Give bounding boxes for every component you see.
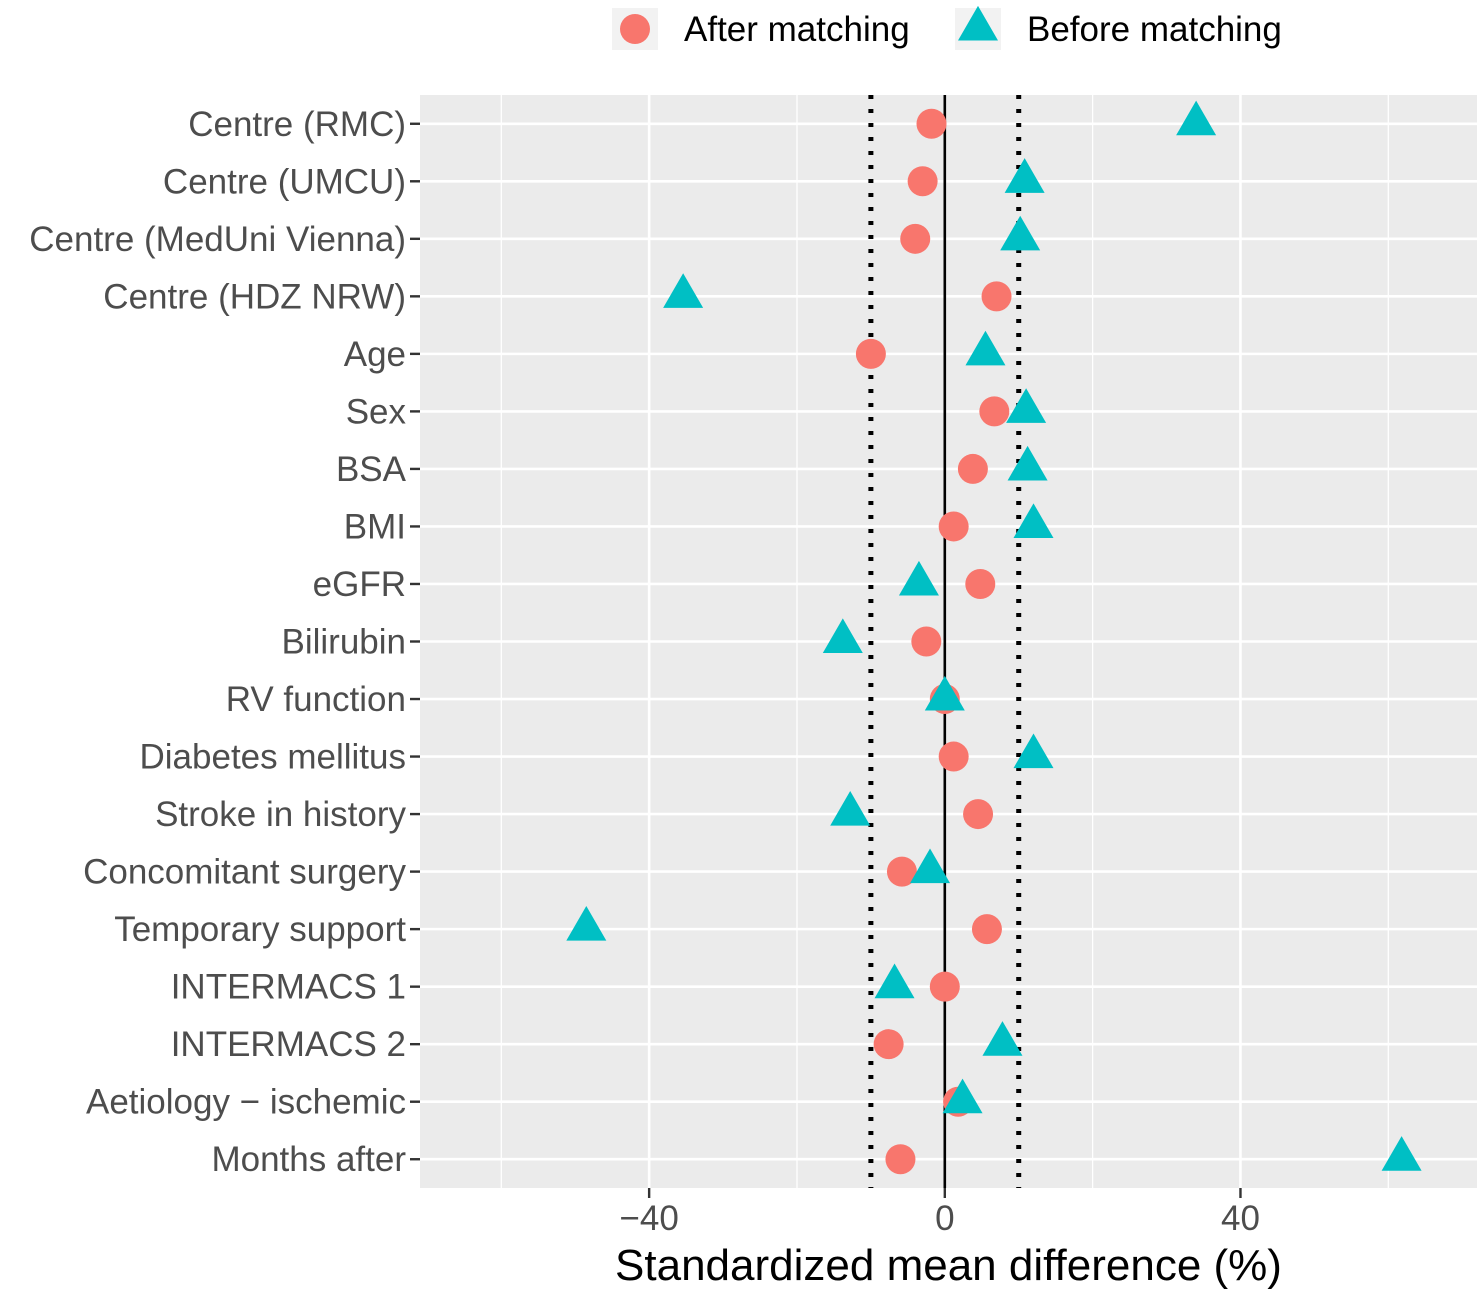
x-tick-label: −40 — [619, 1199, 678, 1238]
point-after-matching — [900, 223, 931, 254]
y-tick-label: Temporary support — [114, 910, 406, 949]
point-before-matching — [874, 963, 915, 999]
point-after-matching — [885, 1144, 916, 1175]
point-after-matching — [957, 453, 988, 484]
x-tick-label: 40 — [1221, 1199, 1260, 1238]
point-before-matching — [982, 1021, 1023, 1056]
point-before-matching — [898, 560, 939, 596]
y-tick-label: Months after — [211, 1140, 406, 1179]
point-after-matching — [855, 338, 886, 369]
y-tick-label: Centre (RMC) — [188, 105, 406, 144]
point-before-matching — [942, 1078, 983, 1114]
y-tick-label: Age — [344, 335, 406, 374]
point-before-matching — [1176, 100, 1217, 136]
legend-key-before-matching — [958, 5, 998, 41]
point-after-matching — [979, 396, 1010, 427]
point-after-matching — [911, 626, 942, 657]
legend: After matching Before matching — [612, 5, 1282, 50]
point-after-matching — [971, 914, 1002, 945]
point-before-matching — [663, 273, 704, 308]
point-before-matching — [1381, 1136, 1422, 1171]
y-tick-label: INTERMACS 1 — [171, 968, 406, 1007]
point-after-matching — [929, 971, 960, 1002]
legend-key-after-matching — [620, 14, 650, 44]
y-tick-label: eGFR — [313, 565, 406, 604]
point-before-matching — [822, 618, 863, 654]
point-after-matching — [981, 281, 1012, 312]
y-tick-label: Stroke in history — [155, 795, 406, 834]
point-before-matching — [924, 675, 965, 711]
y-tick-label: Centre (MedUni Vienna) — [29, 220, 406, 259]
y-axis: Centre (RMC) Centre (UMCU) Centre (MedUni … — [29, 105, 420, 1179]
point-after-matching — [916, 108, 947, 139]
legend-label: Before matching — [1027, 10, 1282, 49]
point-before-matching — [1000, 215, 1041, 251]
y-tick-label: Aetiology − ischemic — [86, 1083, 406, 1122]
point-before-matching — [830, 790, 871, 826]
y-tick-label: Sex — [346, 392, 407, 431]
point-before-matching — [1007, 445, 1048, 481]
data-points — [566, 100, 1422, 1175]
reference-lines — [868, 95, 1022, 1188]
point-after-matching — [907, 166, 938, 197]
y-tick-label: Centre (HDZ NRW) — [103, 277, 406, 316]
x-axis: −40 0 40 — [619, 1188, 1260, 1238]
point-before-matching — [1013, 503, 1054, 538]
point-before-matching — [566, 906, 607, 941]
y-tick-label: INTERMACS 2 — [171, 1025, 406, 1064]
point-after-matching — [963, 799, 994, 830]
x-tick-label: 0 — [935, 1199, 954, 1238]
point-before-matching — [965, 330, 1006, 366]
point-after-matching — [938, 741, 969, 772]
y-tick-label: Bilirubin — [282, 623, 407, 662]
y-tick-label: RV function — [226, 680, 406, 719]
point-after-matching — [965, 568, 996, 599]
point-before-matching — [1013, 733, 1054, 769]
legend-label: After matching — [684, 10, 910, 49]
y-tick-label: Centre (UMCU) — [163, 162, 406, 201]
point-before-matching — [910, 848, 951, 884]
y-tick-label: BSA — [336, 450, 407, 489]
y-tick-label: Concomitant surgery — [83, 853, 406, 892]
y-tick-label: Diabetes mellitus — [140, 738, 407, 777]
point-after-matching — [938, 511, 969, 542]
point-after-matching — [886, 856, 917, 887]
point-before-matching — [1004, 158, 1045, 193]
point-before-matching — [1006, 388, 1047, 423]
y-tick-label: BMI — [344, 507, 406, 546]
point-after-matching — [873, 1029, 904, 1060]
x-axis-label: Standardized mean difference (%) — [615, 1241, 1282, 1290]
